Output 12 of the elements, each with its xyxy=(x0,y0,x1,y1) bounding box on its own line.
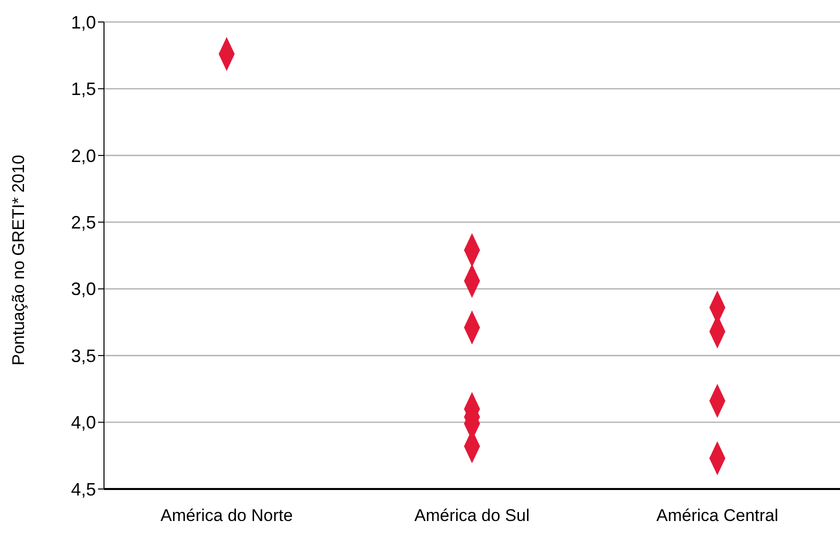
y-tick-label: 3,5 xyxy=(70,346,96,366)
x-tick-label: América do Sul xyxy=(414,506,530,526)
y-tick-label: 4,0 xyxy=(70,412,96,433)
y-tick-label: 4,5 xyxy=(70,479,96,500)
x-tick-label: América Central xyxy=(656,506,778,526)
y-tick-label: 1,0 xyxy=(70,12,96,32)
y-axis-title: Pontuação no GRETI* 2010 xyxy=(9,154,28,366)
y-tick-label: 2,5 xyxy=(70,212,96,233)
x-tick-label: América do Norte xyxy=(160,506,293,526)
y-tick-label: 3,0 xyxy=(70,279,96,300)
y-tick-label: 1,5 xyxy=(70,79,96,100)
y-tick-label: 2,0 xyxy=(70,146,96,166)
